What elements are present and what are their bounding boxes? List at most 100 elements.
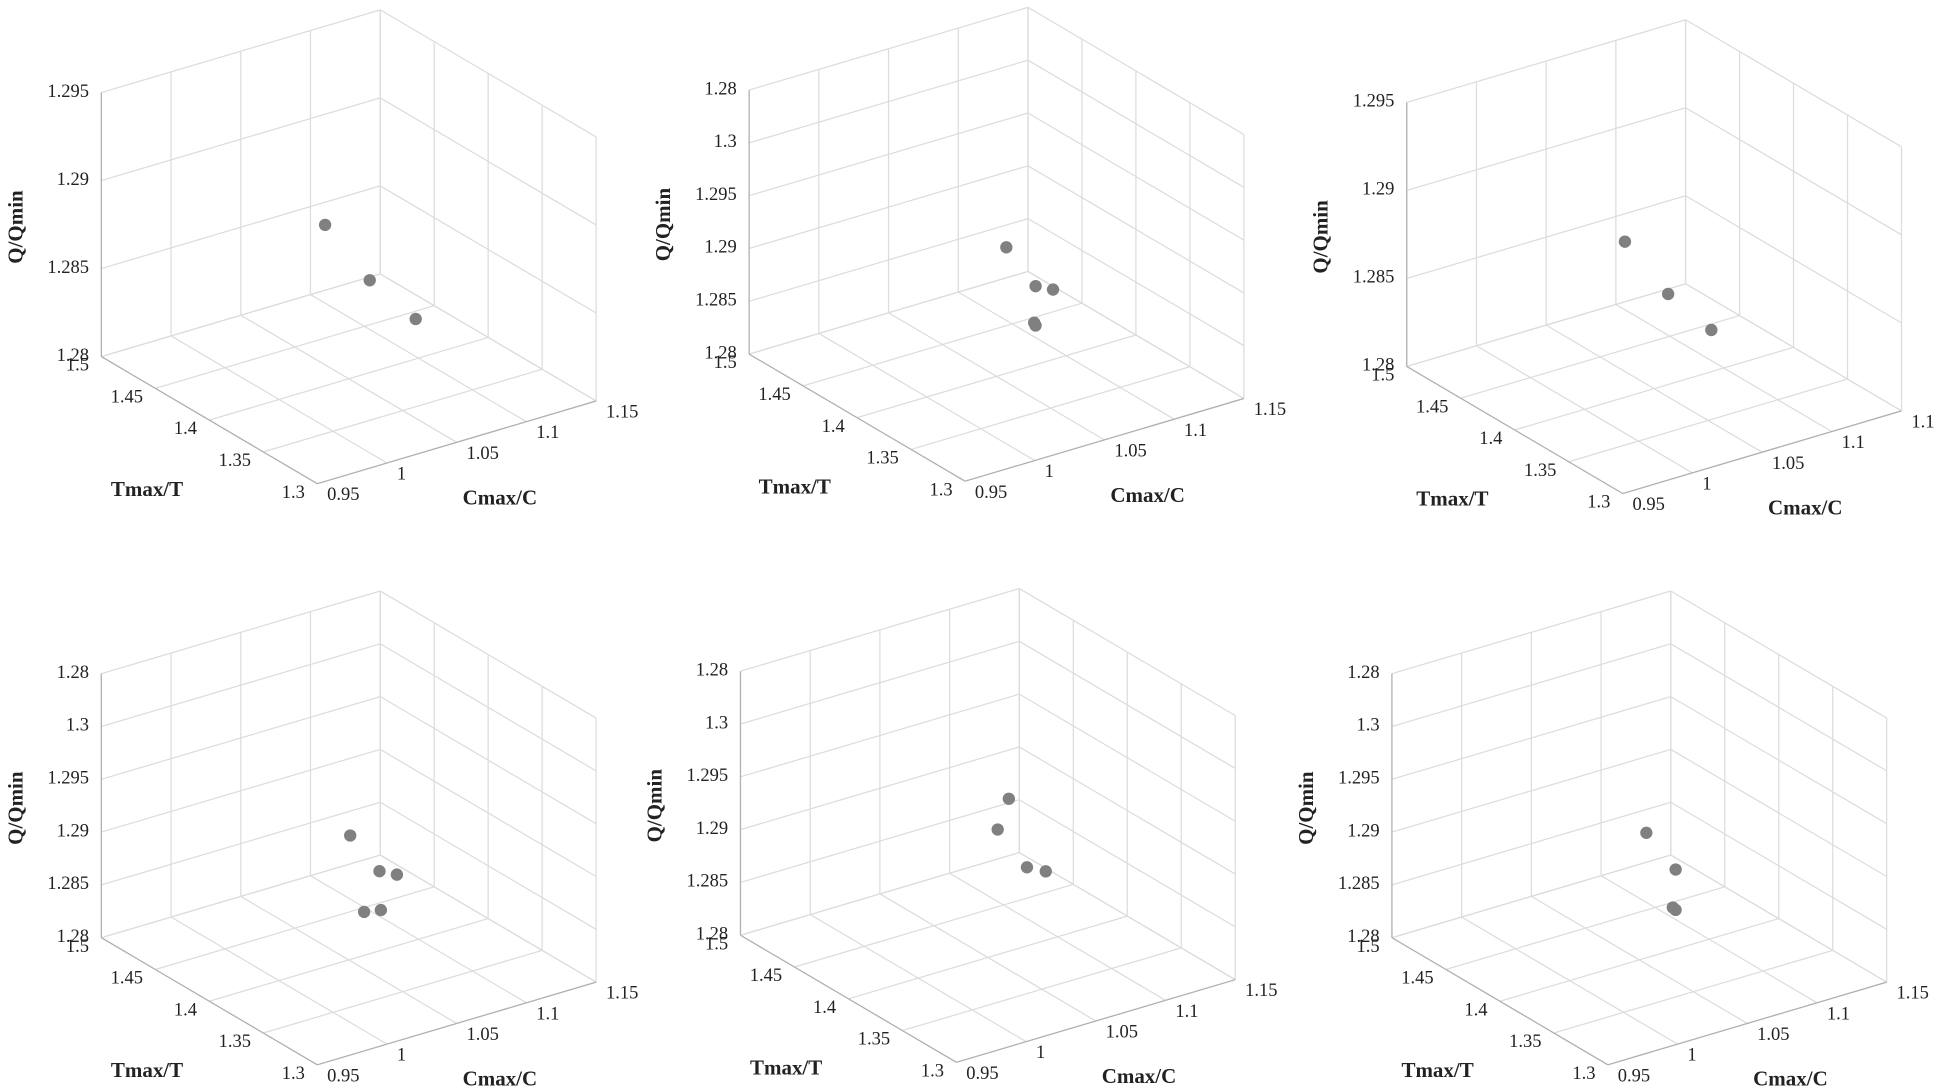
grid-line (379, 643, 597, 772)
grid-line (209, 917, 489, 1002)
grid-line (379, 185, 597, 314)
grid-line (748, 270, 1029, 355)
y-tick-label: 1.5 (714, 353, 737, 373)
z-tick-label: 1.29 (1362, 180, 1394, 200)
grid-line (1391, 854, 1671, 939)
x-tick-label: 1.15 (1911, 412, 1935, 432)
grid-line (209, 336, 489, 421)
grid-line (1406, 283, 1686, 368)
point (409, 312, 422, 326)
y-axis (1406, 365, 1623, 495)
z-axis-label: Q/Qmin (3, 190, 27, 264)
grid-line (1499, 917, 1779, 1002)
point (373, 865, 386, 878)
grid-line (379, 97, 597, 226)
y-axis-label: Tmax/T (111, 477, 183, 501)
z-axis-label: Q/Qmin (1294, 771, 1318, 845)
x-tick-label: 1 (1687, 1046, 1696, 1066)
y-axis-label: Tmax/T (1401, 1058, 1473, 1082)
z-tick-label: 1.285 (47, 874, 89, 894)
grid-line (379, 273, 597, 402)
y-tick-label: 1.35 (866, 449, 898, 469)
x-axis-label: Cmax/C (1102, 1064, 1177, 1087)
x-axis-label: Cmax/C (1768, 495, 1843, 519)
grid-line (1670, 748, 1888, 878)
x-tick-label: 1 (1045, 462, 1054, 482)
point (1002, 792, 1016, 805)
grid-line (379, 854, 597, 983)
grid-line (1460, 314, 1740, 399)
y-tick-label: 1.45 (1401, 969, 1433, 989)
point (1029, 319, 1042, 332)
x-tick-label: 1.1 (1842, 433, 1865, 453)
grid-line (902, 947, 1182, 1032)
x-tick-label: 0.95 (327, 485, 359, 505)
x-tick-label: 1 (1702, 474, 1711, 494)
point (344, 829, 357, 842)
y-tick-label: 1.35 (1524, 461, 1556, 481)
y-axis-label: Tmax/T (759, 474, 831, 498)
x-axis-label: Cmax/C (1753, 1067, 1828, 1087)
point (1661, 287, 1675, 301)
x-tick-label: 1.15 (606, 984, 638, 1004)
point (1039, 865, 1052, 878)
x-axis (964, 397, 1245, 482)
z-tick-label: 1.3 (705, 713, 728, 733)
grid-line (1406, 19, 1686, 103)
x-tick-label: 1.15 (606, 403, 638, 423)
point (1640, 826, 1653, 839)
z-tick-label: 1.3 (1356, 716, 1379, 736)
z-tick-label: 1.28 (57, 346, 89, 366)
x-tick-label: 0.95 (1633, 495, 1665, 515)
x-tick-label: 1.1 (536, 423, 559, 443)
point (1029, 280, 1042, 293)
x-tick-label: 1.1 (1827, 1004, 1850, 1024)
z-tick-label: 1.285 (1338, 874, 1380, 894)
y-tick-label: 1.3 (1587, 493, 1610, 513)
y-tick-label: 1.3 (921, 1061, 944, 1081)
grid-line (740, 799, 1020, 884)
x-tick-label: 0.95 (966, 1064, 998, 1084)
grid-line (1670, 590, 1888, 719)
y-tick-label: 1.4 (174, 1000, 197, 1020)
y-tick-label: 1.4 (1464, 1000, 1487, 1020)
point (357, 905, 371, 919)
y-axis (740, 934, 957, 1063)
z-axis-label: Q/Qmin (642, 769, 666, 843)
grid-line (748, 218, 1029, 302)
point (1046, 283, 1060, 296)
grid-line (1027, 6, 1245, 136)
z-tick-label: 1.28 (696, 924, 728, 944)
point (1669, 903, 1682, 917)
x-tick-label: 1.1 (536, 1004, 559, 1024)
point (318, 218, 332, 232)
z-tick-label: 1.28 (1347, 927, 1379, 947)
z-axis-label: Q/Qmin (651, 188, 675, 262)
z-axis-label: Q/Qmin (1309, 200, 1333, 274)
grid-line (748, 6, 1029, 91)
y-axis (748, 353, 966, 482)
grid-line (1685, 19, 1902, 148)
x-axis (956, 979, 1236, 1063)
x-tick-label: 1.1 (1175, 1002, 1198, 1022)
grid-line (1019, 693, 1236, 822)
z-axis-label: Q/Qmin (3, 771, 27, 845)
grid-line (1391, 643, 1671, 728)
y-axis-label: Tmax/T (111, 1058, 183, 1082)
z-tick-label: 1.28 (1347, 663, 1379, 683)
z-tick-label: 1.28 (704, 343, 736, 363)
point (390, 868, 404, 881)
grid-line (1391, 748, 1671, 833)
y-tick-label: 1.35 (219, 1032, 251, 1052)
point (374, 903, 388, 917)
grid-line (101, 97, 381, 182)
grid-line (101, 590, 381, 675)
y-tick-label: 1.5 (1356, 937, 1379, 957)
z-tick-label: 1.295 (47, 769, 89, 789)
y-tick-label: 1.3 (930, 480, 953, 500)
grid-line (848, 915, 1128, 1000)
y-axis-label: Tmax/T (1416, 487, 1488, 511)
grid-line (101, 643, 381, 728)
grid-line (379, 590, 597, 719)
point (991, 823, 1004, 836)
